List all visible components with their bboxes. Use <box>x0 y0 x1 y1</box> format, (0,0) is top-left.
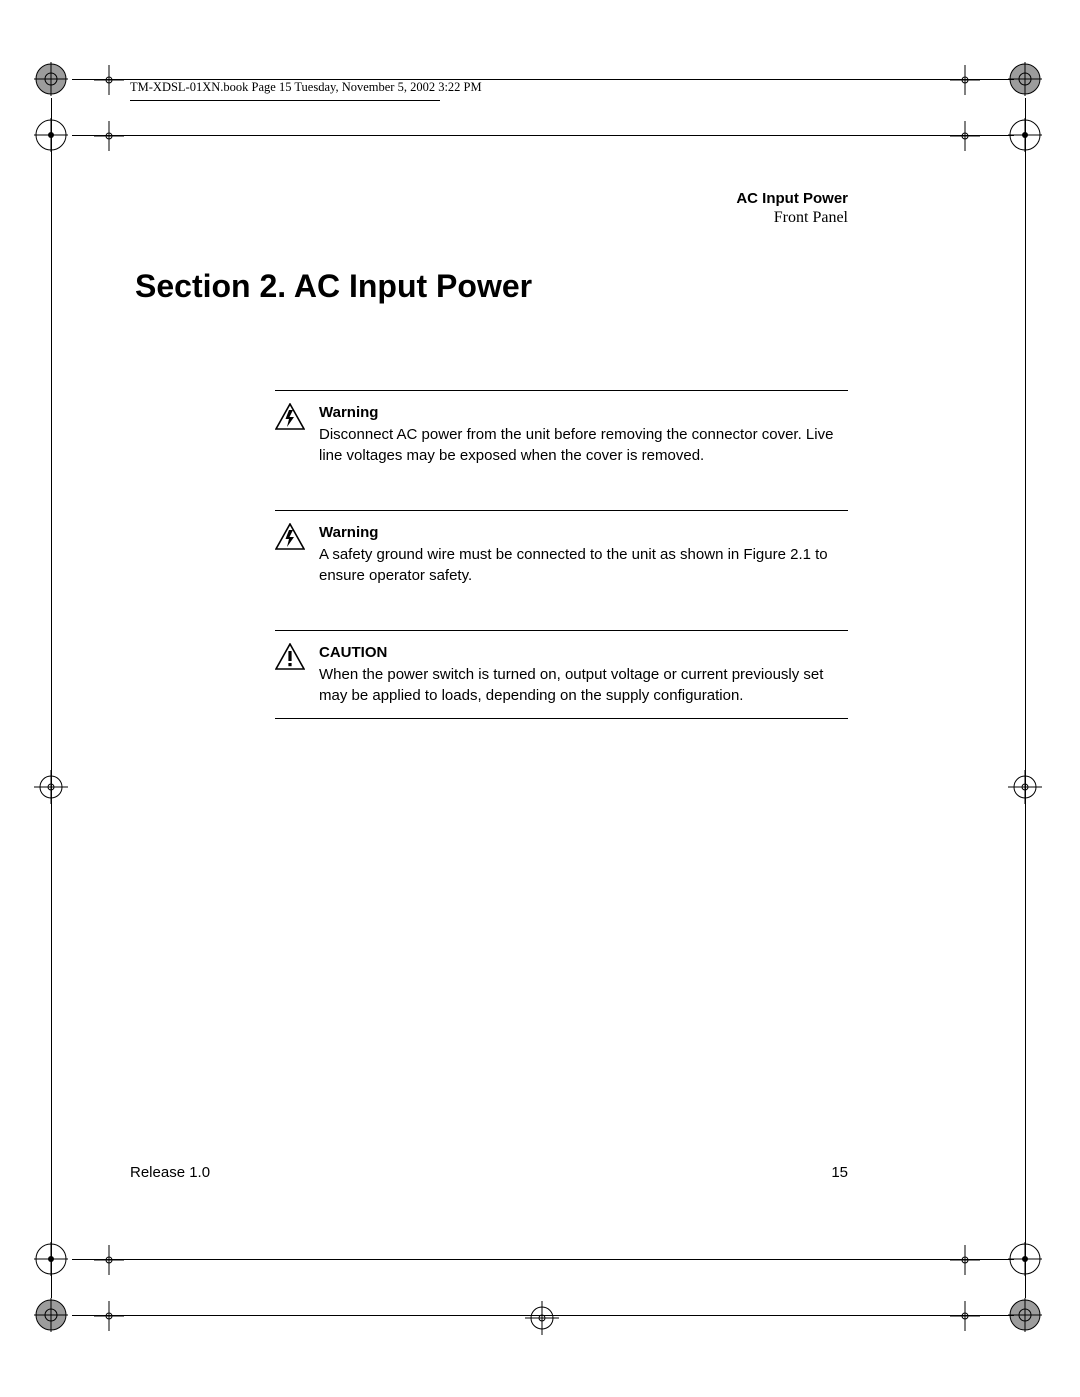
notice-label: Warning <box>319 523 848 543</box>
notice-label: Warning <box>319 403 848 423</box>
footer-release: Release 1.0 <box>130 1164 210 1181</box>
divider <box>275 390 848 391</box>
running-header-subtitle: Front Panel <box>736 209 848 227</box>
divider <box>275 718 848 719</box>
running-header-title: AC Input Power <box>736 190 848 207</box>
section-title: Section 2. AC Input Power <box>135 268 532 305</box>
divider <box>275 630 848 631</box>
footer-page-number: 15 <box>831 1164 848 1181</box>
book-metadata-line: TM-XDSL-01XN.book Page 15 Tuesday, Novem… <box>130 80 482 95</box>
document-page: TM-XDSL-01XN.book Page 15 Tuesday, Novem… <box>0 0 1080 1397</box>
caution-block: CAUTION When the power switch is turned … <box>275 630 848 731</box>
warning-block-2: Warning A safety ground wire must be con… <box>275 510 848 598</box>
notice-label: CAUTION <box>319 643 848 663</box>
caution-exclaim-icon <box>275 643 305 706</box>
warning-bolt-icon <box>275 403 305 466</box>
warning-block-1: Warning Disconnect AC power from the uni… <box>275 390 848 478</box>
notice-text: A safety ground wire must be connected t… <box>319 546 828 583</box>
notice-text: Disconnect AC power from the unit before… <box>319 426 833 463</box>
divider <box>275 510 848 511</box>
book-metadata-rule <box>130 100 440 101</box>
notice-text: When the power switch is turned on, outp… <box>319 666 823 703</box>
warning-bolt-icon <box>275 523 305 586</box>
running-header: AC Input Power Front Panel <box>736 190 848 227</box>
